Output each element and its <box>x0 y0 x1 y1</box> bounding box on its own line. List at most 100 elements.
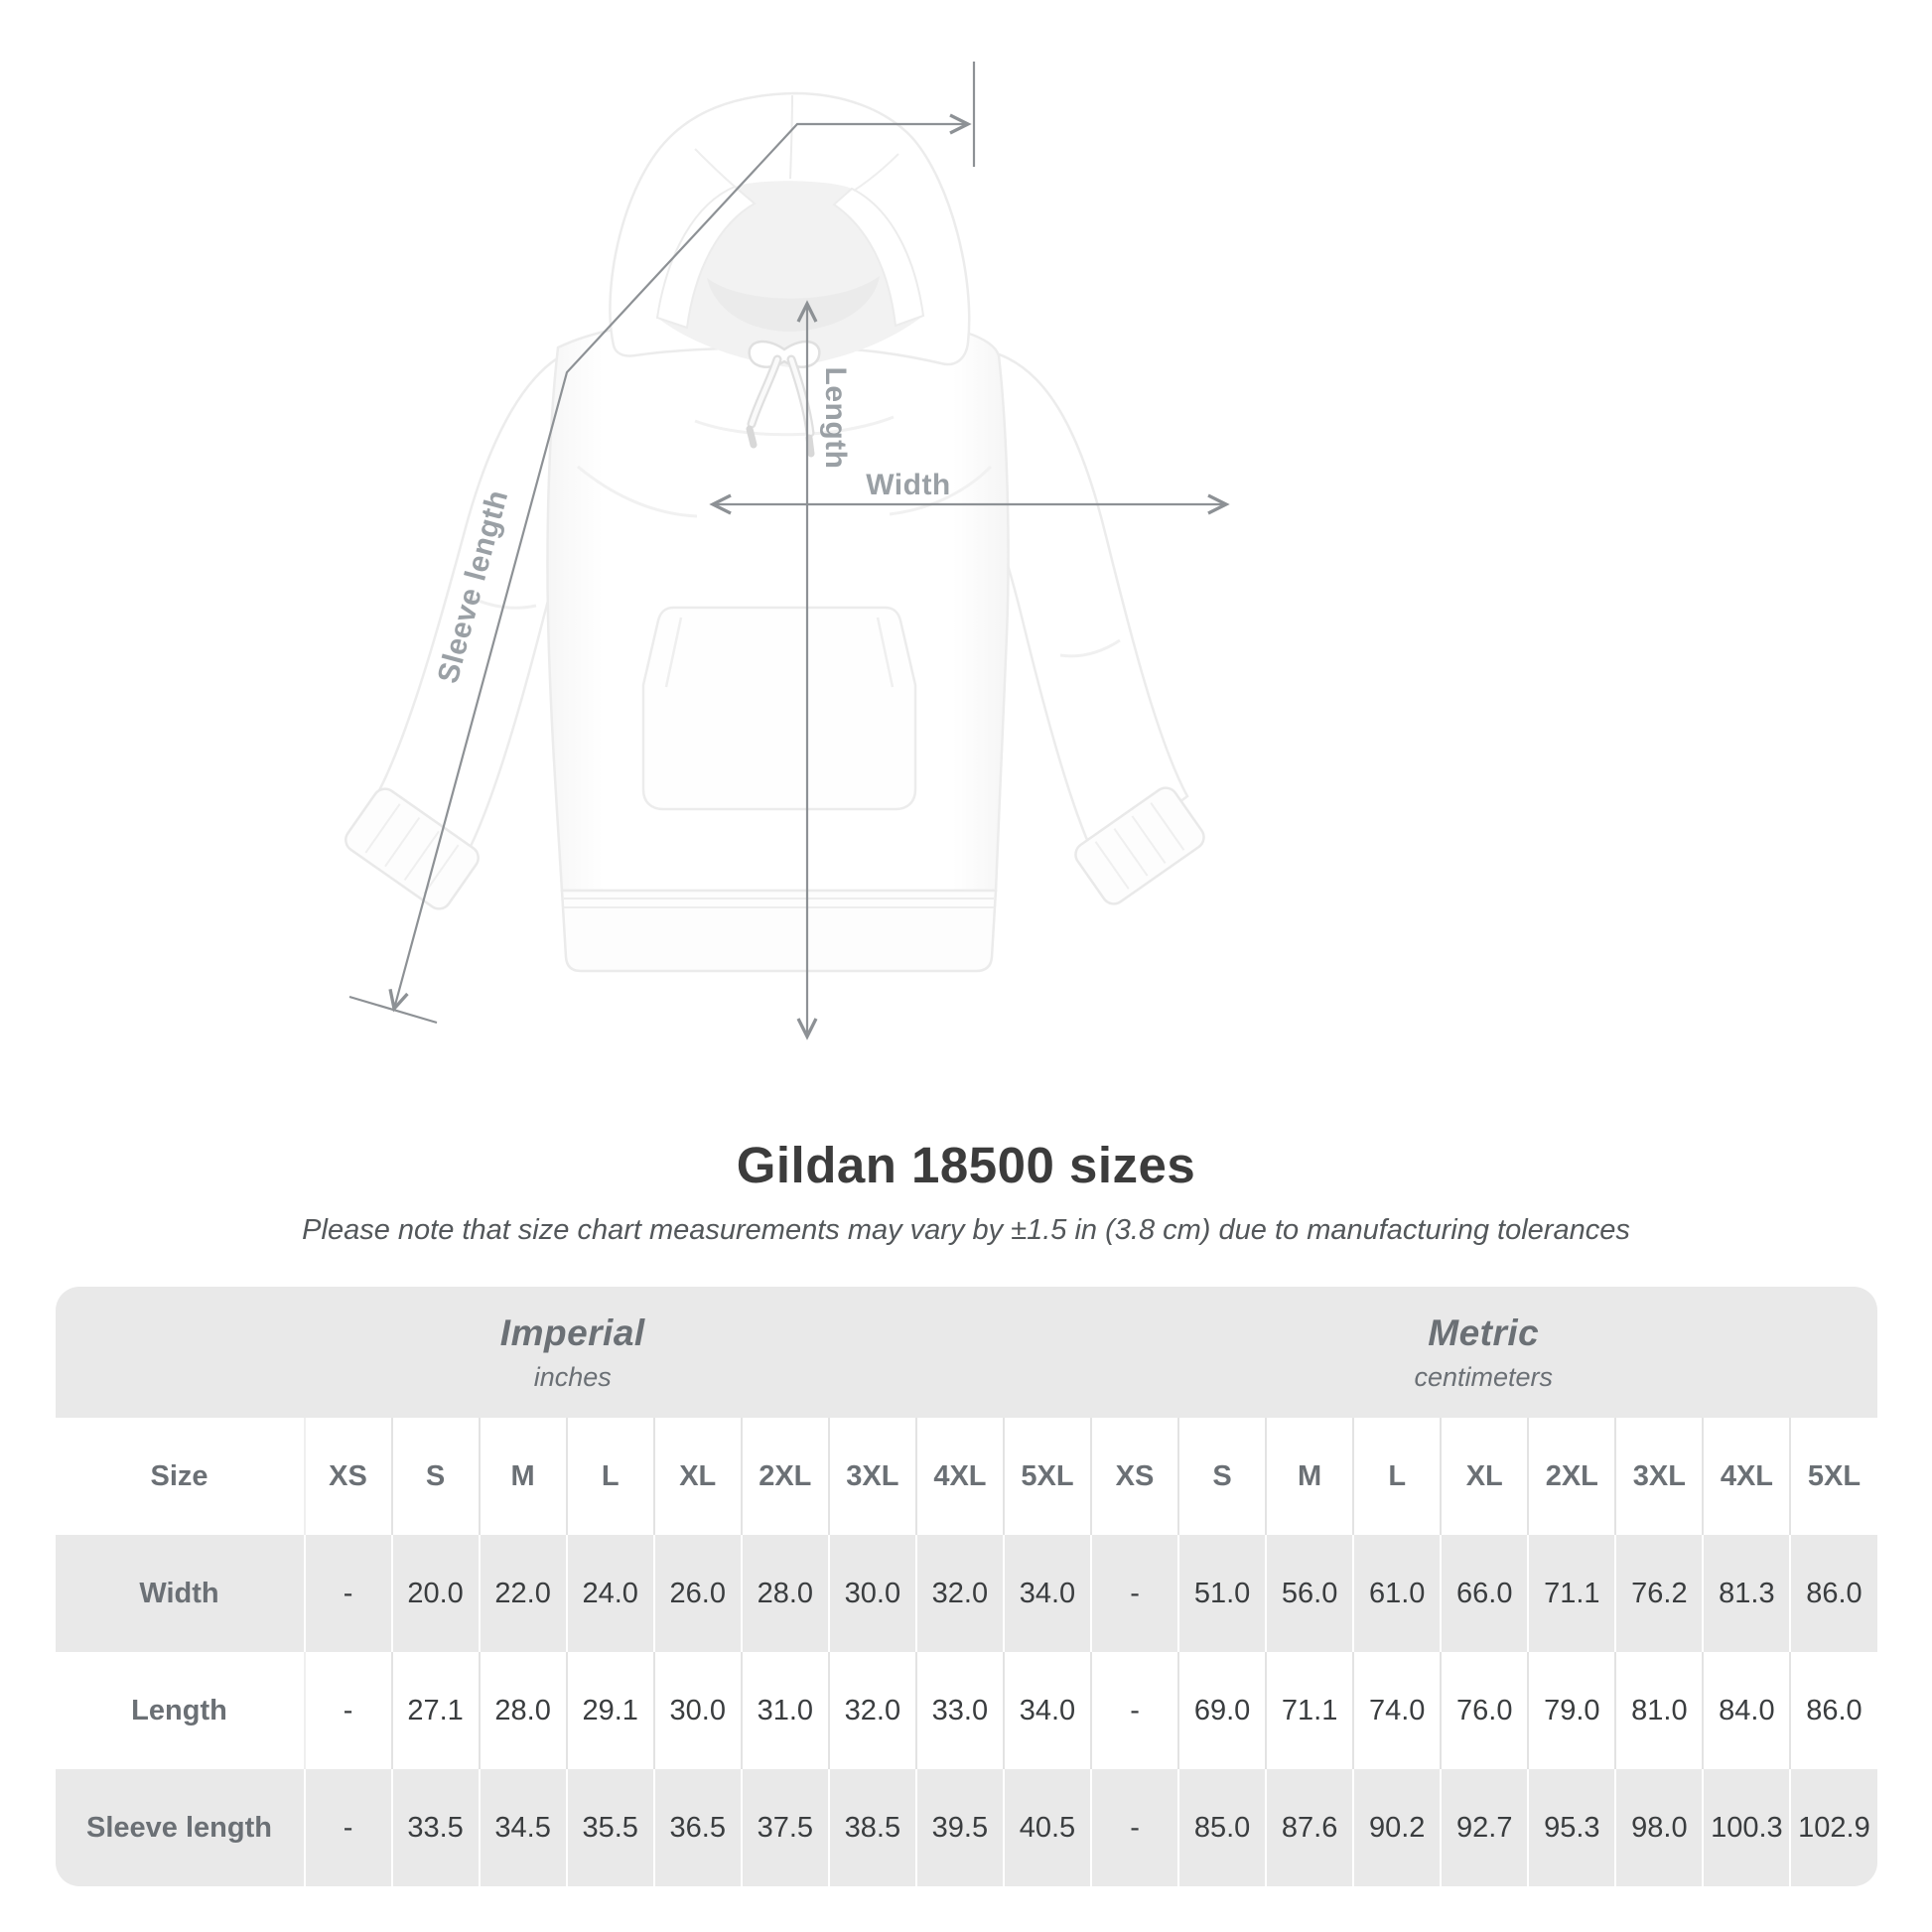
table-row: Width -20.0 22.0 24.0 26.0 28.0 30.0 32.0 34.0-5… <box>55 1535 1877 1652</box>
metric-value-cell: 79.0 <box>1527 1652 1614 1769</box>
metric-value-cell: 71.1 <box>1527 1535 1614 1652</box>
metric-value-cell: - <box>1090 1535 1177 1652</box>
imperial-value-cell: 32.0 <box>914 1535 1003 1652</box>
width-label: Width <box>866 469 951 501</box>
imperial-value-cell: 39.5 <box>914 1769 1003 1886</box>
imperial-value-cell: - <box>303 1769 391 1886</box>
title-block: Gildan 18500 sizes Please note that size… <box>0 1136 1932 1247</box>
imperial-value-cell: 32.0 <box>827 1652 915 1769</box>
imperial-value-cell: 34.0 <box>1002 1652 1090 1769</box>
imperial-value-cell: 30.0 <box>827 1535 915 1652</box>
metric-value-cell: - <box>1090 1769 1177 1886</box>
hoodie-illustration <box>345 62 1230 1040</box>
imperial-value-cell: 26.0 <box>652 1535 741 1652</box>
imperial-value-cell: - <box>303 1652 391 1769</box>
row-label: Sleeve length <box>86 1811 272 1844</box>
metric-group-header: Metric centimeters <box>1090 1287 1877 1418</box>
imperial-value-cell: 24.0 <box>565 1535 653 1652</box>
metric-value-cell: 56.0 <box>1265 1535 1352 1652</box>
size-header-cell: XS <box>303 1418 391 1535</box>
metric-value-cell: 86.0 <box>1789 1535 1876 1652</box>
size-header-cell: XL <box>652 1418 741 1535</box>
metric-value-cell: 98.0 <box>1614 1769 1702 1886</box>
size-header-cell: 4XL <box>1702 1418 1789 1535</box>
metric-value-cell: 90.2 <box>1352 1769 1440 1886</box>
tolerance-note: Please note that size chart measurements… <box>302 1214 1630 1246</box>
imperial-value-cell: 33.5 <box>390 1769 479 1886</box>
imperial-value-cell: 22.0 <box>478 1535 566 1652</box>
metric-value-cell: 76.2 <box>1614 1535 1702 1652</box>
metric-value-cell: 76.0 <box>1440 1652 1527 1769</box>
metric-value-cell: 69.0 <box>1177 1652 1265 1769</box>
size-header-cell: 5XL <box>1789 1418 1876 1535</box>
metric-value-cell: 51.0 <box>1177 1535 1265 1652</box>
row-label: Width <box>139 1577 219 1609</box>
imperial-value-cell: - <box>303 1535 391 1652</box>
size-column-header: Size <box>150 1459 208 1492</box>
size-header-cell: 5XL <box>1002 1418 1090 1535</box>
imperial-value-cell: 33.0 <box>914 1652 1003 1769</box>
imperial-value-cell: 34.0 <box>1002 1535 1090 1652</box>
metric-name: Metric <box>1428 1311 1540 1353</box>
row-label: Length <box>131 1694 227 1726</box>
length-label: Length <box>819 366 852 470</box>
size-header-cell: L <box>1352 1418 1440 1535</box>
hoodie-body <box>546 320 1010 973</box>
size-header-cell: 2XL <box>1527 1418 1614 1535</box>
metric-value-cell: - <box>1090 1652 1177 1769</box>
imperial-value-cell: 38.5 <box>827 1769 915 1886</box>
imperial-group-header: Imperial inches <box>56 1287 1091 1418</box>
metric-value-cell: 71.1 <box>1265 1652 1352 1769</box>
size-header-cell: M <box>478 1418 566 1535</box>
metric-value-cell: 95.3 <box>1527 1769 1614 1886</box>
imperial-value-cell: 37.5 <box>740 1769 828 1886</box>
page-title: Gildan 18500 sizes <box>736 1137 1196 1193</box>
sleeve-length-arrow <box>388 113 972 1013</box>
table-row: Sleeve length -33.5 34.5 35.5 36.5 37.5 38.5 39… <box>55 1769 1877 1886</box>
size-header-cell: 2XL <box>740 1418 828 1535</box>
size-header-cell: S <box>390 1418 479 1535</box>
size-header-cell: 3XL <box>827 1418 915 1535</box>
metric-value-cell: 92.7 <box>1440 1769 1527 1886</box>
metric-value-cell: 81.0 <box>1614 1652 1702 1769</box>
metric-value-cell: 81.3 <box>1702 1535 1789 1652</box>
metric-value-cell: 87.6 <box>1265 1769 1352 1886</box>
metric-value-cell: 102.9 <box>1789 1769 1876 1886</box>
imperial-value-cell: 29.1 <box>565 1652 653 1769</box>
metric-value-cell: 84.0 <box>1702 1652 1789 1769</box>
size-header-cell: 3XL <box>1614 1418 1702 1535</box>
metric-value-cell: 61.0 <box>1352 1535 1440 1652</box>
imperial-value-cell: 34.5 <box>478 1769 566 1886</box>
hoodie-pocket <box>641 606 917 811</box>
imperial-value-cell: 31.0 <box>740 1652 828 1769</box>
size-header-cell: M <box>1265 1418 1352 1535</box>
imperial-value-cell: 28.0 <box>740 1535 828 1652</box>
size-header-row: Size XS S M L XL 2XL 3XL 4XL 5XL XS S M L XL 2XL 3XL 4XL 5… <box>55 1418 1877 1535</box>
hoodie-measurement-diagram: Sleeve length Length Width <box>345 62 1230 1040</box>
table-rows: Size XS S M L XL 2XL 3XL 4XL 5XL XS S M L XL 2XL 3XL 4XL 5… <box>55 1418 1877 1886</box>
metric-value-cell: 74.0 <box>1352 1652 1440 1769</box>
table-row: Length -27.1 28.0 29.1 30.0 31.0 32.0 33.0 34.0-… <box>55 1652 1877 1769</box>
metric-unit: centimeters <box>1414 1361 1554 1392</box>
imperial-value-cell: 20.0 <box>390 1535 479 1652</box>
metric-value-cell: 66.0 <box>1440 1535 1527 1652</box>
sleeve-length-start-tick <box>348 995 438 1025</box>
imperial-value-cell: 30.0 <box>652 1652 741 1769</box>
metric-value-cell: 85.0 <box>1177 1769 1265 1886</box>
size-header-cell: XS <box>1090 1418 1177 1535</box>
metric-value-cell: 100.3 <box>1702 1769 1789 1886</box>
imperial-value-cell: 40.5 <box>1002 1769 1090 1886</box>
units-band: Imperial inches Metric centimeters <box>55 1287 1877 1418</box>
size-header-cell: 4XL <box>914 1418 1003 1535</box>
imperial-value-cell: 28.0 <box>478 1652 566 1769</box>
imperial-value-cell: 35.5 <box>565 1769 653 1886</box>
imperial-unit: inches <box>533 1361 612 1392</box>
metric-value-cell: 86.0 <box>1789 1652 1876 1769</box>
size-header-cell: S <box>1177 1418 1265 1535</box>
imperial-name: Imperial <box>499 1311 645 1353</box>
size-table: Imperial inches Metric centimeters Size X… <box>55 1287 1877 1886</box>
size-header-cell: XL <box>1440 1418 1527 1535</box>
size-header-cell: L <box>565 1418 653 1535</box>
imperial-value-cell: 36.5 <box>652 1769 741 1886</box>
